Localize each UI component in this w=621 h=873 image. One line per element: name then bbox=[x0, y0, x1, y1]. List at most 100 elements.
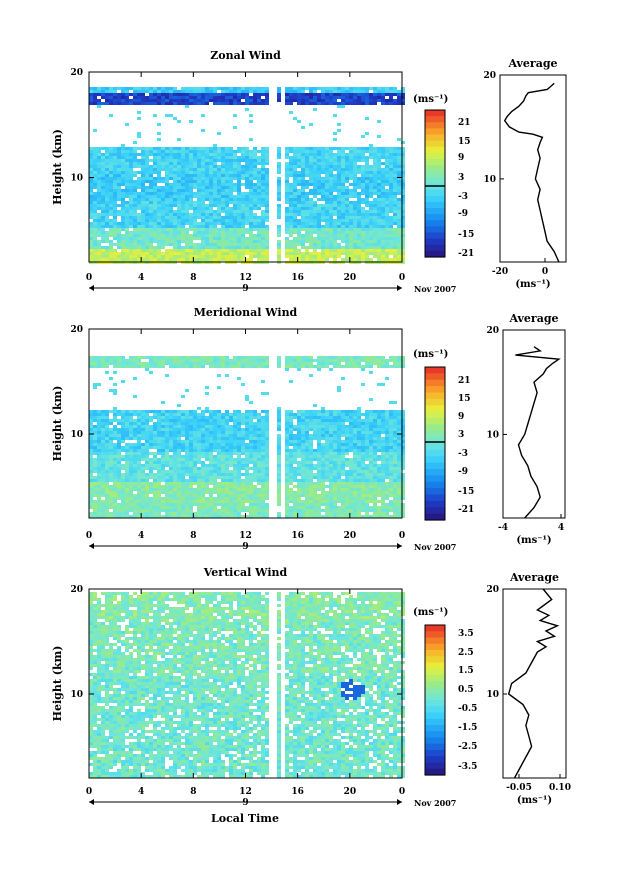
heatmap-cell bbox=[209, 195, 213, 198]
heatmap-cell bbox=[237, 440, 241, 443]
heatmap-cell bbox=[237, 219, 241, 222]
heatmap-cell bbox=[165, 102, 169, 105]
heatmap-cell bbox=[365, 186, 369, 189]
heatmap-cell bbox=[177, 156, 181, 159]
heatmap-cell bbox=[401, 141, 405, 144]
heatmap-cell bbox=[201, 90, 205, 93]
heatmap-cell bbox=[177, 204, 181, 207]
heatmap-cell bbox=[285, 231, 289, 234]
heatmap-cell bbox=[261, 171, 265, 174]
heatmap-cell bbox=[165, 461, 169, 464]
heatmap-cell bbox=[97, 356, 101, 359]
heatmap-cell bbox=[277, 180, 281, 183]
heatmap-cell bbox=[241, 222, 245, 225]
heatmap-cell bbox=[353, 213, 357, 216]
heatmap-cell bbox=[109, 153, 113, 156]
heatmap-cell bbox=[357, 153, 361, 156]
heatmap-cell bbox=[161, 452, 165, 455]
heatmap-cell bbox=[149, 234, 153, 237]
heatmap-cell bbox=[145, 488, 149, 491]
heatmap-cell bbox=[141, 99, 145, 102]
heatmap-cell bbox=[321, 246, 325, 249]
heatmap-cell bbox=[249, 452, 253, 455]
heatmap-cell bbox=[169, 210, 173, 213]
heatmap-cell bbox=[381, 255, 385, 258]
heatmap-cell bbox=[113, 243, 117, 246]
heatmap-cell bbox=[361, 96, 365, 99]
heatmap-cell bbox=[265, 207, 269, 210]
heatmap-cell bbox=[125, 434, 129, 437]
heatmap-cell bbox=[253, 458, 257, 461]
heatmap-cell bbox=[217, 446, 221, 449]
heatmap-cell bbox=[205, 419, 209, 422]
heatmap-cell bbox=[249, 159, 253, 162]
heatmap-cell bbox=[201, 204, 205, 207]
heatmap-cell bbox=[109, 452, 113, 455]
heatmap-cell bbox=[325, 195, 329, 198]
heatmap-cell bbox=[257, 96, 261, 99]
heatmap-cell bbox=[209, 503, 213, 506]
heatmap-cell bbox=[377, 222, 381, 225]
heatmap-cell bbox=[149, 428, 153, 431]
heatmap-cell bbox=[305, 96, 309, 99]
heatmap-cell bbox=[157, 425, 161, 428]
heatmap-cell bbox=[189, 255, 193, 258]
heatmap-cell bbox=[97, 222, 101, 225]
heatmap-cell bbox=[305, 183, 309, 186]
heatmap-cell bbox=[169, 464, 173, 467]
heatmap-cell bbox=[181, 458, 185, 461]
heatmap-cell bbox=[365, 156, 369, 159]
heatmap-cell bbox=[365, 216, 369, 219]
heatmap-cell bbox=[249, 258, 253, 261]
heatmap-cell bbox=[125, 87, 129, 90]
heatmap-cell bbox=[93, 512, 97, 515]
heatmap-cell bbox=[393, 249, 397, 252]
heatmap-cell bbox=[349, 153, 353, 156]
heatmap-cell bbox=[361, 153, 365, 156]
heatmap-cell bbox=[241, 467, 245, 470]
heatmap-cell bbox=[101, 494, 105, 497]
heatmap-cell bbox=[237, 222, 241, 225]
heatmap-cell bbox=[245, 476, 249, 479]
heatmap-cell bbox=[353, 240, 357, 243]
heatmap-cell bbox=[177, 413, 181, 416]
heatmap-cell bbox=[153, 506, 157, 509]
heatmap-cell bbox=[309, 171, 313, 174]
heatmap-cell bbox=[293, 222, 297, 225]
heatmap-cell bbox=[353, 189, 357, 192]
heatmap-cell bbox=[97, 485, 101, 488]
heatmap-cell bbox=[293, 219, 297, 222]
heatmap-cell bbox=[341, 87, 345, 90]
heatmap-cell bbox=[225, 180, 229, 183]
heatmap-cell bbox=[113, 431, 117, 434]
heatmap-cell bbox=[337, 237, 341, 240]
heatmap-cell bbox=[153, 225, 157, 228]
heatmap-cell bbox=[173, 497, 177, 500]
heatmap-cell bbox=[161, 422, 165, 425]
heatmap-cell bbox=[113, 500, 117, 503]
heatmap-cell bbox=[117, 359, 121, 362]
heatmap-cell bbox=[97, 93, 101, 96]
heatmap-cell bbox=[229, 500, 233, 503]
heatmap-cell bbox=[341, 153, 345, 156]
heatmap-cell bbox=[101, 461, 105, 464]
heatmap-cell bbox=[89, 497, 93, 500]
heatmap-cell bbox=[377, 93, 381, 96]
heatmap-cell bbox=[233, 213, 237, 216]
heatmap-cell bbox=[205, 410, 209, 413]
heatmap-cell bbox=[109, 252, 113, 255]
heatmap-cell bbox=[161, 500, 165, 503]
heatmap-cell bbox=[105, 219, 109, 222]
heatmap-cell bbox=[353, 207, 357, 210]
heatmap-cell bbox=[145, 362, 149, 365]
heatmap-cell bbox=[241, 461, 245, 464]
heatmap-cell bbox=[329, 243, 333, 246]
heatmap-cell bbox=[357, 156, 361, 159]
heatmap-cell bbox=[225, 458, 229, 461]
heatmap-cell bbox=[181, 494, 185, 497]
heatmap-cell bbox=[93, 234, 97, 237]
heatmap-cell bbox=[165, 437, 169, 440]
heatmap-cell bbox=[329, 237, 333, 240]
heatmap-cell bbox=[385, 180, 389, 183]
heatmap-cell bbox=[253, 159, 257, 162]
